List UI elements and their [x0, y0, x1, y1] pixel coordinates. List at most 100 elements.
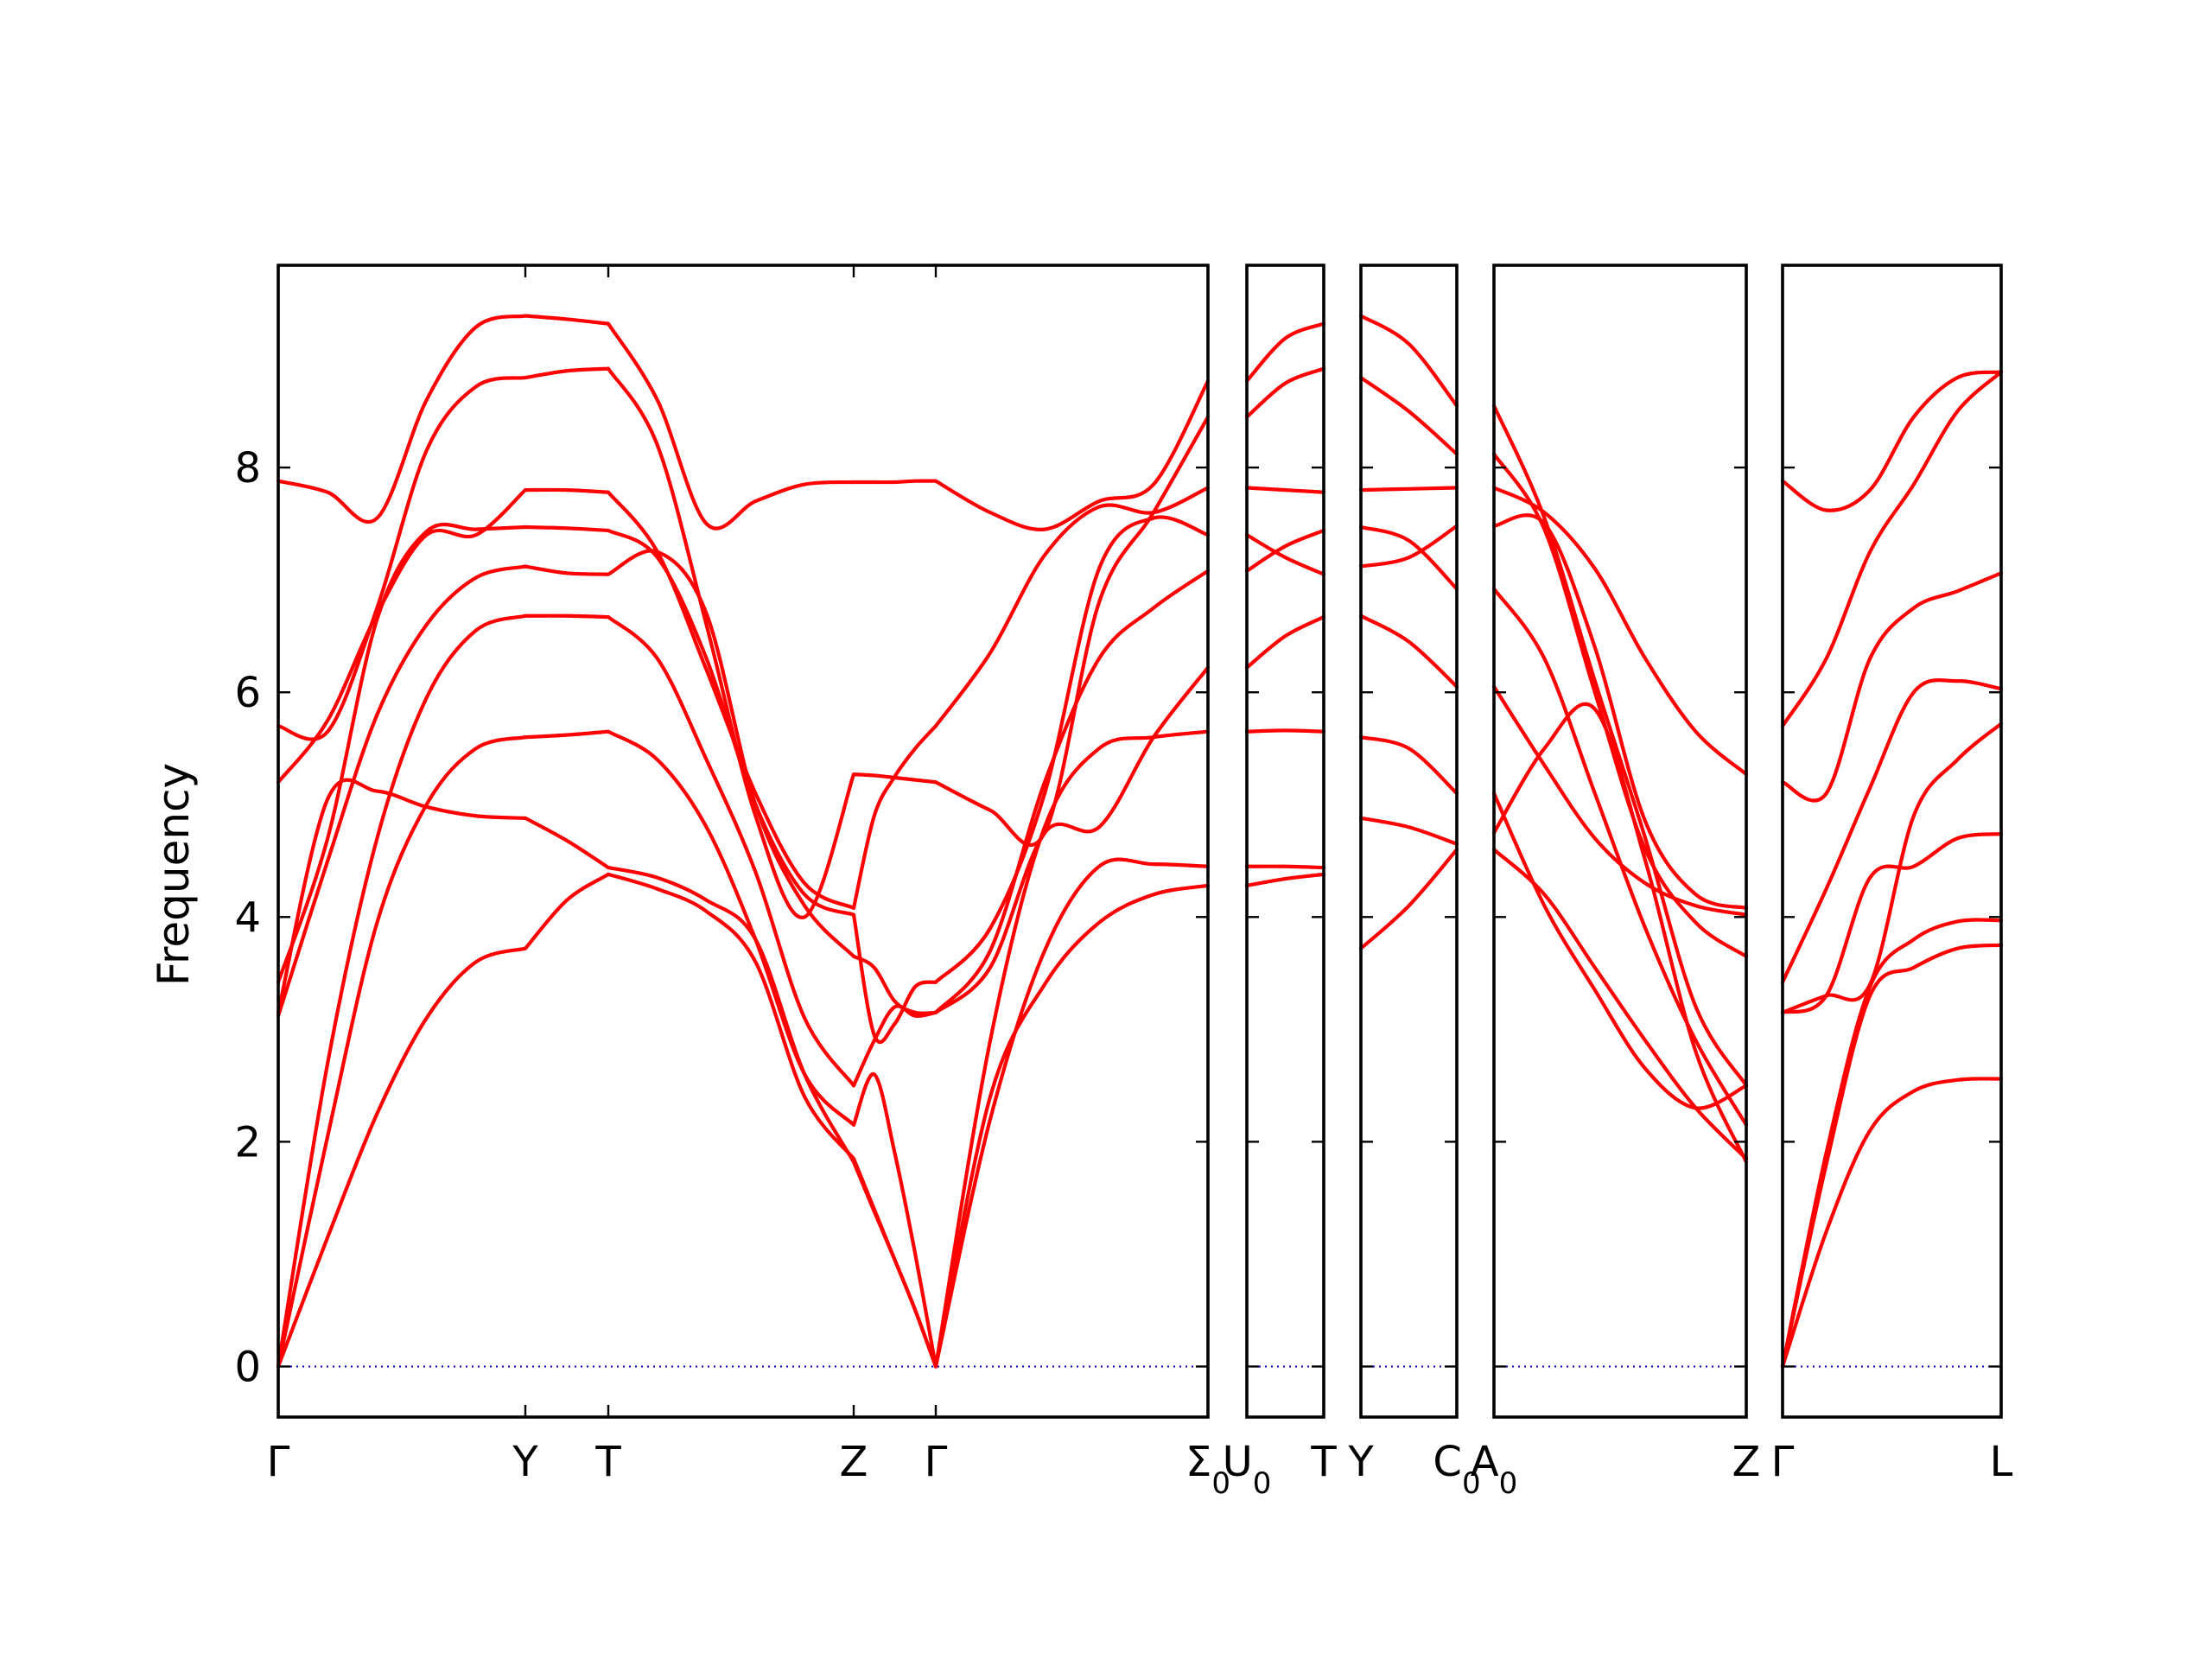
- phonon-band-3-Y-T: [523, 613, 611, 620]
- panel-frame: [1492, 264, 1748, 1419]
- phonon-band-9-Γ-Σ0: [933, 378, 1211, 531]
- phonon-band-4-Γ-L: [1780, 831, 2004, 1014]
- phonon-band-9-Γ-L: [1780, 370, 2004, 512]
- phonon-band-9-Z-Γ: [851, 479, 938, 485]
- phonon-band-4-Y-T: [523, 564, 611, 576]
- phonon-band-7-Y-C0: [1358, 486, 1459, 493]
- phonon-band-7-U0-T: [1244, 486, 1326, 494]
- x-tick-label: L: [1990, 1438, 2013, 1486]
- phonon-band-5-Γ-L: [1780, 721, 2004, 1014]
- phonon-band-1-Y-C0: [1358, 848, 1459, 950]
- phonon-band-6-Z-Γ: [851, 912, 938, 1045]
- phonon-band-2-Γ-Σ0: [933, 857, 1211, 1369]
- x-tick-label: Y: [1347, 1438, 1374, 1486]
- phonon-band-3-Z-Γ: [851, 1072, 938, 1369]
- phonon-band-8-U0-T: [1244, 366, 1326, 419]
- panel-4: [1491, 264, 1749, 1419]
- x-tick-label-subscript: 0: [1499, 1466, 1518, 1501]
- phonon-band-6-A0-Z: [1491, 513, 1749, 910]
- phonon-band-3-Y-C0: [1358, 735, 1459, 796]
- y-tick-label: 0: [234, 1343, 261, 1391]
- x-tick-label: Y: [512, 1438, 538, 1486]
- phonon-band-6-Γ-Y: [276, 522, 528, 984]
- x-tick-label: T: [1310, 1438, 1337, 1486]
- phonon-band-9-T-Z: [606, 321, 856, 531]
- phonon-band-7-Y-T: [523, 487, 611, 494]
- panel-2: [1244, 264, 1326, 1419]
- panel-frame: [1245, 264, 1325, 1419]
- x-tick-label: Z: [1732, 1438, 1761, 1486]
- phonon-band-2-Z-Γ: [851, 1160, 938, 1369]
- phonon-band-1-T-Z: [606, 872, 856, 1160]
- phonon-band-2-Γ-Y: [276, 735, 528, 1369]
- panel-3: [1358, 264, 1459, 1419]
- phonon-band-2-U0-T: [1244, 864, 1326, 870]
- phonon-band-4-Y-C0: [1358, 613, 1459, 689]
- phonon-band-9-A0-Z: [1491, 404, 1749, 1088]
- phonon-band-8-Γ-L: [1780, 370, 2004, 728]
- phonon-band-7-T-Z: [606, 490, 856, 910]
- phonon-band-6-Y-C0: [1358, 524, 1459, 591]
- phonon-band-7-A0-Z: [1491, 486, 1749, 777]
- phonon-band-7-Γ-L: [1780, 571, 2004, 803]
- y-tick-label: 4: [234, 893, 261, 942]
- phonon-band-5-Y-C0: [1358, 524, 1459, 569]
- panel-frame: [1781, 264, 2003, 1419]
- phonon-band-6-Y-T: [523, 524, 611, 533]
- phonon-band-1-A0-Z: [1491, 848, 1749, 1160]
- phonon-band-6-U0-T: [1244, 533, 1326, 576]
- x-tick-label: T: [594, 1438, 621, 1486]
- phonon-band-8-T-Z: [606, 366, 856, 919]
- phonon-band-6-Γ-L: [1780, 678, 2004, 984]
- phonon-band-4-A0-Z: [1491, 684, 1749, 917]
- phonon-band-5-Γ-Y: [276, 778, 528, 1014]
- phonon-band-8-Y-T: [523, 366, 611, 380]
- phonon-band-8-Z-Γ: [851, 772, 938, 785]
- phonon-band-2-Y-C0: [1358, 816, 1459, 846]
- panel-5: [1780, 264, 2004, 1419]
- x-tick-label: Γ: [1771, 1438, 1795, 1486]
- y-tick-label: 6: [234, 669, 261, 717]
- phonon-band-5-A0-Z: [1491, 587, 1749, 1127]
- phonon-band-5-Z-Γ: [851, 954, 938, 1015]
- phonon-band-8-Γ-Σ0: [933, 415, 1211, 848]
- phonon-band-4-Γ-Σ0: [933, 665, 1211, 1014]
- y-tick-label: 2: [234, 1118, 261, 1166]
- x-tick-label: Z: [840, 1438, 868, 1486]
- phonon-band-8-A0-Z: [1491, 452, 1749, 958]
- phonon-band-9-U0-T: [1244, 321, 1326, 384]
- x-tick-label: Γ: [925, 1438, 948, 1486]
- phonon-band-4-T-Z: [606, 614, 856, 1088]
- phonon-band-6-Γ-Σ0: [933, 515, 1211, 984]
- panel-frame: [276, 264, 1210, 1419]
- phonon-band-5-U0-T: [1244, 528, 1326, 573]
- x-tick-label-subscript: 0: [1211, 1466, 1230, 1501]
- phonon-band-9-Y-T: [523, 314, 611, 326]
- phonon-band-4-Γ-Y: [276, 564, 528, 1018]
- phonon-band-5-Γ-Σ0: [933, 569, 1211, 1014]
- x-tick-label-subscript: 0: [1253, 1466, 1272, 1501]
- x-tick-label: Γ: [267, 1438, 290, 1486]
- phonon-band-3-T-Z: [606, 729, 856, 1127]
- phonon-band-1-Γ-L: [1780, 1077, 2004, 1369]
- panel-1: [276, 264, 1211, 1419]
- phonon-band-3-U0-T: [1244, 728, 1326, 734]
- phonon-band-8-Γ-Y: [276, 375, 528, 741]
- panel-frame: [1359, 264, 1459, 1419]
- phonon-band-9-Γ-Y: [276, 314, 528, 524]
- phonon-band-8-Y-C0: [1358, 375, 1459, 456]
- phonon-band-1-Y-T: [523, 872, 611, 950]
- phonon-band-7-Γ-Y: [276, 488, 528, 785]
- phonon-band-3-Γ-Y: [276, 613, 528, 1369]
- x-tick-label-subscript: 0: [1462, 1466, 1481, 1501]
- phonon-band-5-Y-T: [523, 816, 611, 870]
- phonon-band-1-U0-T: [1244, 872, 1326, 887]
- phonon-band-1-Γ-Y: [276, 946, 528, 1369]
- y-tick-label: 8: [234, 444, 261, 493]
- phonon-band-2-Y-T: [523, 729, 611, 740]
- phonon-band-4-Z-Γ: [851, 1004, 938, 1088]
- phonon-band-9-Y-C0: [1358, 314, 1459, 408]
- phonon-band-1-Γ-Σ0: [933, 883, 1211, 1369]
- y-axis-label: Frequency: [149, 763, 199, 986]
